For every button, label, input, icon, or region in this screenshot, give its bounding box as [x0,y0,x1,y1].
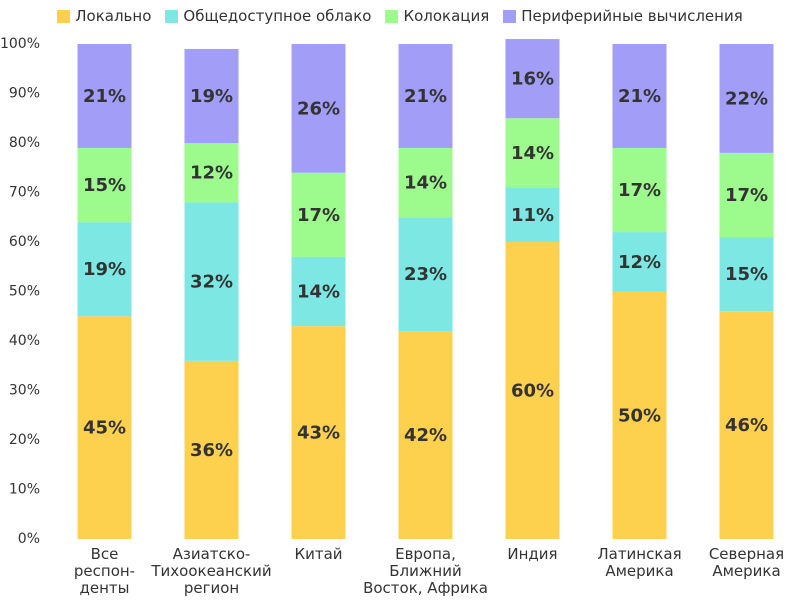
y-tick-label: 80% [9,135,40,151]
value-label: 19% [190,86,233,107]
bar-segment [77,222,132,317]
legend-label: Периферийные вычисления [521,7,743,25]
y-tick-label: 50% [9,284,40,300]
legend-entry: Общедоступное облако [165,7,371,25]
value-label: 12% [618,252,661,273]
value-label: 43% [297,423,340,444]
bar-segment [612,44,667,148]
bar-segment [612,147,667,233]
value-label: 36% [190,440,233,461]
bar-segment [77,147,132,223]
y-tick-label: 60% [9,234,40,250]
legend-entry: Периферийные вычисления [503,7,743,25]
bar-segment [719,311,774,539]
bar-segment [77,316,132,539]
value-label: 21% [404,86,447,107]
legend-swatch [503,9,517,23]
value-label: 21% [618,86,661,107]
value-label: 26% [297,98,340,119]
bar-segment [184,48,239,144]
bar-segment [719,152,774,238]
value-label: 17% [297,205,340,226]
legend-swatch [385,9,399,23]
x-tick-label: Китай [294,545,343,563]
legend-label: Колокация [403,7,490,25]
legend-entry: Локально [57,7,151,25]
bar-segment [612,291,667,539]
value-label: 45% [83,418,126,439]
value-label: 17% [725,185,768,206]
value-label: 21% [83,86,126,107]
bar-segment [719,237,774,312]
value-label: 19% [83,259,126,280]
value-label: 46% [725,415,768,436]
x-tick-label: Азиатско- Тихоокеанский регион [151,545,272,597]
y-tick-label: 10% [9,482,40,498]
value-label: 50% [618,405,661,426]
legend: Локально Общедоступное облако Колокация Пер… [0,7,800,25]
bar-segment [291,44,346,173]
bar-segment [398,217,453,332]
value-label: 22% [725,88,768,109]
x-tick-label: Латинская Америка [597,545,682,580]
value-label: 15% [725,264,768,285]
bar-segment [291,256,346,327]
bar-segment [505,118,560,188]
y-tick-label: 20% [9,432,40,448]
y-tick-label: 30% [9,383,40,399]
bar-segment [77,44,132,148]
value-label: 42% [404,425,447,446]
bar-segment [398,331,453,539]
x-tick-label: Индия [507,545,558,563]
y-tick-label: 0% [18,531,40,547]
value-label: 15% [83,175,126,196]
bar-segment [291,172,346,257]
bar-segment [184,360,239,539]
value-label: 32% [190,272,233,293]
y-tick-label: 100% [0,36,40,52]
y-tick-label: 90% [9,86,40,102]
y-tick-label: 70% [9,185,40,201]
bar-segment [719,44,774,153]
bar-segment [505,39,560,119]
y-tick-label: 40% [9,333,40,349]
bar-segment [505,187,560,242]
value-label: 11% [511,205,554,226]
bar-segment [184,202,239,361]
value-label: 14% [511,143,554,164]
value-label: 16% [511,69,554,90]
bar-segment [505,242,560,539]
legend-label: Локально [75,7,152,25]
legend-entry: Колокация [385,7,489,25]
bar-segment [612,232,667,292]
value-label: 60% [511,381,554,402]
value-label: 14% [297,282,340,303]
x-tick-label: Европа, Ближний Восток, Африка [363,545,488,597]
bar-segment [398,147,453,218]
bar-segment [184,143,239,203]
value-label: 17% [618,180,661,201]
bar-segment [398,44,453,148]
x-tick-label: Северная Америка [708,545,785,580]
value-label: 12% [190,163,233,184]
value-label: 14% [404,173,447,194]
x-tick-label: Все респон- денты [73,545,136,597]
legend-label: Общедоступное облако [183,7,372,25]
legend-swatch [165,9,179,23]
value-label: 23% [404,264,447,285]
legend-swatch [57,9,71,23]
bar-segment [291,326,346,539]
